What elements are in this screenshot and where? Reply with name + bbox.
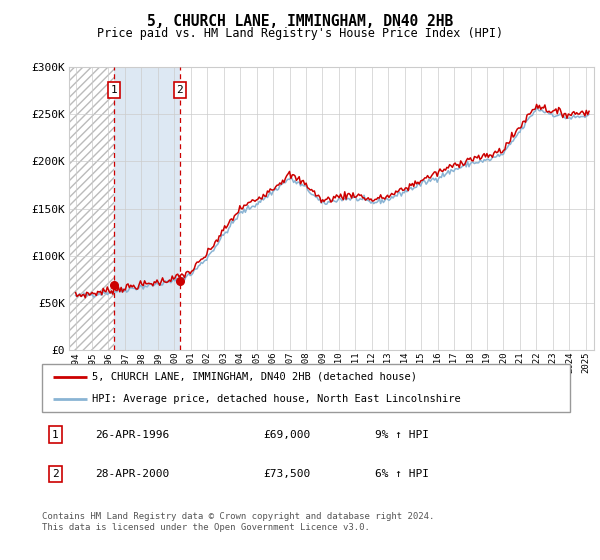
Bar xyxy=(69,67,114,350)
Text: 2: 2 xyxy=(176,85,183,95)
Text: Contains HM Land Registry data © Crown copyright and database right 2024.
This d: Contains HM Land Registry data © Crown c… xyxy=(42,512,434,532)
Text: 2: 2 xyxy=(52,469,59,479)
Text: 1: 1 xyxy=(110,85,118,95)
Text: 28-APR-2000: 28-APR-2000 xyxy=(95,469,169,479)
Text: HPI: Average price, detached house, North East Lincolnshire: HPI: Average price, detached house, Nort… xyxy=(92,394,461,404)
Text: 26-APR-1996: 26-APR-1996 xyxy=(95,430,169,440)
Text: £73,500: £73,500 xyxy=(264,469,311,479)
Text: £69,000: £69,000 xyxy=(264,430,311,440)
Text: 5, CHURCH LANE, IMMINGHAM, DN40 2HB (detached house): 5, CHURCH LANE, IMMINGHAM, DN40 2HB (det… xyxy=(92,372,417,382)
Text: Price paid vs. HM Land Registry's House Price Index (HPI): Price paid vs. HM Land Registry's House … xyxy=(97,27,503,40)
Text: 9% ↑ HPI: 9% ↑ HPI xyxy=(374,430,428,440)
Bar xyxy=(114,67,180,350)
Text: 5, CHURCH LANE, IMMINGHAM, DN40 2HB: 5, CHURCH LANE, IMMINGHAM, DN40 2HB xyxy=(147,14,453,29)
Text: 6% ↑ HPI: 6% ↑ HPI xyxy=(374,469,428,479)
FancyBboxPatch shape xyxy=(42,364,570,412)
Text: 1: 1 xyxy=(52,430,59,440)
